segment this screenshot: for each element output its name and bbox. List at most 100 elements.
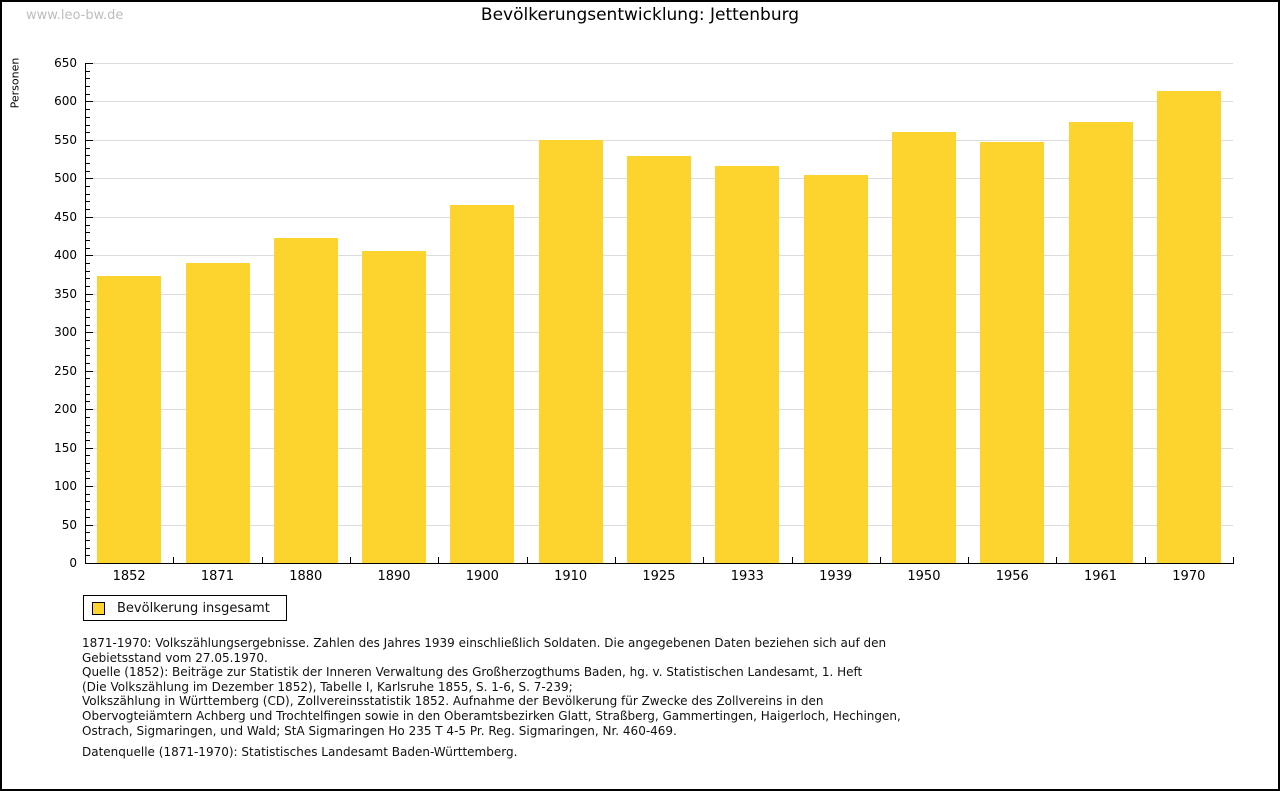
y-minor-tick bbox=[86, 78, 90, 80]
x-tick bbox=[349, 557, 351, 563]
x-tick bbox=[526, 557, 528, 563]
x-tick-label: 1900 bbox=[465, 569, 499, 584]
x-tick-label: 1956 bbox=[995, 569, 1029, 584]
y-minor-tick bbox=[86, 416, 90, 418]
y-major-tick bbox=[86, 216, 93, 218]
y-tick-label: 650 bbox=[54, 56, 77, 70]
footnote-line: Obervogteiämtern Achberg und Trochtelfin… bbox=[82, 708, 901, 723]
x-tick-label: 1871 bbox=[200, 569, 234, 584]
bar-1910 bbox=[538, 140, 603, 563]
y-minor-tick bbox=[86, 309, 90, 311]
y-minor-tick bbox=[86, 109, 90, 111]
y-minor-tick bbox=[86, 132, 90, 134]
y-minor-tick bbox=[86, 193, 90, 195]
y-minor-tick bbox=[86, 363, 90, 364]
y-minor-tick bbox=[86, 493, 90, 495]
y-minor-tick bbox=[86, 86, 90, 88]
y-minor-tick bbox=[86, 93, 90, 95]
x-tick bbox=[85, 557, 86, 563]
y-minor-tick bbox=[86, 286, 90, 288]
y-minor-tick bbox=[86, 186, 90, 188]
legend: Bevölkerung insgesamt bbox=[83, 595, 287, 621]
x-tick-label: 1950 bbox=[907, 569, 941, 584]
legend-swatch bbox=[92, 601, 105, 615]
legend-label: Bevölkerung insgesamt bbox=[117, 600, 270, 616]
y-minor-tick bbox=[86, 393, 90, 395]
y-tick-label: 250 bbox=[54, 363, 77, 378]
y-minor-tick bbox=[86, 463, 90, 464]
x-tick-label: 1939 bbox=[819, 569, 853, 584]
x-tick bbox=[703, 557, 705, 563]
x-tick-label: 1880 bbox=[289, 569, 323, 584]
y-minor-tick bbox=[86, 170, 90, 172]
gridline bbox=[85, 101, 1233, 103]
bar-1925 bbox=[627, 156, 691, 563]
y-major-tick bbox=[86, 332, 93, 334]
y-major-tick bbox=[86, 139, 93, 141]
x-tick bbox=[1233, 557, 1234, 563]
y-minor-tick bbox=[86, 124, 90, 126]
y-major-tick bbox=[86, 486, 93, 488]
y-minor-tick bbox=[86, 70, 90, 72]
y-major-tick bbox=[86, 563, 93, 564]
datasource-line: Datenquelle (1871-1970): Statistisches L… bbox=[82, 745, 518, 759]
y-minor-tick bbox=[86, 378, 90, 380]
y-major-tick bbox=[86, 447, 93, 449]
y-axis-line bbox=[85, 63, 86, 564]
bar-1961 bbox=[1068, 122, 1133, 563]
y-minor-tick bbox=[86, 455, 90, 457]
y-minor-tick bbox=[86, 401, 90, 403]
y-major-tick bbox=[86, 370, 93, 372]
x-tick-label: 1890 bbox=[377, 569, 411, 584]
bar-1950 bbox=[891, 132, 956, 563]
gridline bbox=[85, 63, 1233, 64]
y-minor-tick bbox=[86, 424, 90, 426]
y-minor-tick bbox=[86, 270, 90, 272]
bar-1939 bbox=[803, 175, 868, 563]
footnote-line: 1871-1970: Volkszählungsergebnisse. Zahl… bbox=[82, 636, 887, 650]
y-tick-label: 150 bbox=[54, 440, 77, 455]
y-minor-tick bbox=[86, 116, 90, 118]
y-tick-label: 200 bbox=[54, 402, 77, 417]
x-tick-label: 1925 bbox=[642, 569, 676, 584]
x-axis-line bbox=[85, 563, 1234, 564]
y-tick-label: 600 bbox=[54, 94, 77, 109]
y-minor-tick bbox=[86, 439, 90, 441]
x-tick bbox=[1144, 557, 1146, 563]
bar-1956 bbox=[980, 142, 1045, 563]
y-minor-tick bbox=[86, 432, 90, 434]
y-tick-label: 550 bbox=[54, 132, 77, 147]
y-minor-tick bbox=[86, 301, 90, 303]
x-tick bbox=[1056, 557, 1058, 563]
y-minor-tick bbox=[86, 339, 90, 341]
y-minor-tick bbox=[86, 278, 90, 280]
y-minor-tick bbox=[86, 516, 90, 518]
y-minor-tick bbox=[86, 501, 90, 503]
bar-1970 bbox=[1156, 91, 1221, 563]
footnote-line: (Die Volkszählung im Dezember 1852), Tab… bbox=[82, 679, 573, 694]
y-minor-tick bbox=[86, 247, 90, 249]
y-tick-label: 50 bbox=[61, 517, 77, 532]
y-minor-tick bbox=[86, 239, 90, 241]
y-tick-label: 300 bbox=[54, 325, 77, 340]
y-minor-tick bbox=[86, 316, 90, 318]
x-tick bbox=[173, 557, 175, 563]
footnote-line: Quelle (1852): Beiträge zur Statistik de… bbox=[82, 665, 863, 680]
y-major-tick bbox=[86, 178, 93, 180]
y-tick-label: 450 bbox=[54, 209, 77, 224]
y-minor-tick bbox=[86, 478, 90, 480]
y-major-tick bbox=[86, 63, 93, 64]
y-minor-tick bbox=[86, 224, 90, 226]
y-minor-tick bbox=[86, 386, 90, 388]
y-minor-tick bbox=[86, 347, 90, 349]
bar-1900 bbox=[450, 205, 515, 563]
y-major-tick bbox=[86, 101, 93, 103]
bar-1890 bbox=[362, 251, 427, 563]
y-minor-tick bbox=[86, 147, 90, 149]
x-tick bbox=[879, 557, 881, 563]
footnote-line: Gebietsstand vom 27.05.1970. bbox=[82, 650, 268, 665]
x-tick bbox=[261, 557, 263, 563]
y-minor-tick bbox=[86, 355, 90, 357]
